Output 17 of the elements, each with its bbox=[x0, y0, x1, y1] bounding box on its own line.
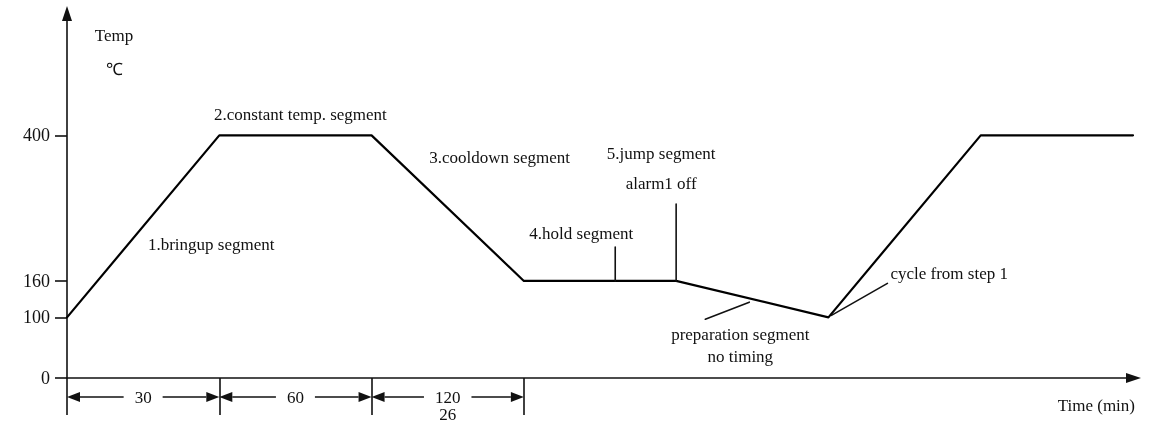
annotation: 4.hold segment bbox=[529, 223, 634, 243]
text: 60 bbox=[286, 387, 304, 407]
annotation: 5.jump segment alarm1 off bbox=[606, 144, 716, 194]
annotation: cycle from step 1 bbox=[890, 263, 1008, 283]
y-axis-title: Temp ℃ bbox=[94, 25, 134, 79]
annotation: preparation segment no timing bbox=[671, 324, 810, 366]
text: 30 bbox=[134, 387, 152, 407]
text: 26 bbox=[439, 404, 457, 423]
x-axis-title: Time (min) bbox=[1057, 396, 1135, 415]
annotation: 1.bringup segment bbox=[147, 235, 275, 255]
y-tick-label: 100 bbox=[23, 307, 50, 328]
y-tick-label: 0 bbox=[41, 368, 50, 388]
annotation: 3.cooldown segment bbox=[429, 147, 571, 167]
annotation: 2.constant temp. segment bbox=[214, 104, 388, 124]
y-tick-label: 400 bbox=[23, 125, 50, 146]
text: 120 bbox=[434, 387, 461, 407]
y-tick-label: 160 bbox=[23, 270, 50, 291]
